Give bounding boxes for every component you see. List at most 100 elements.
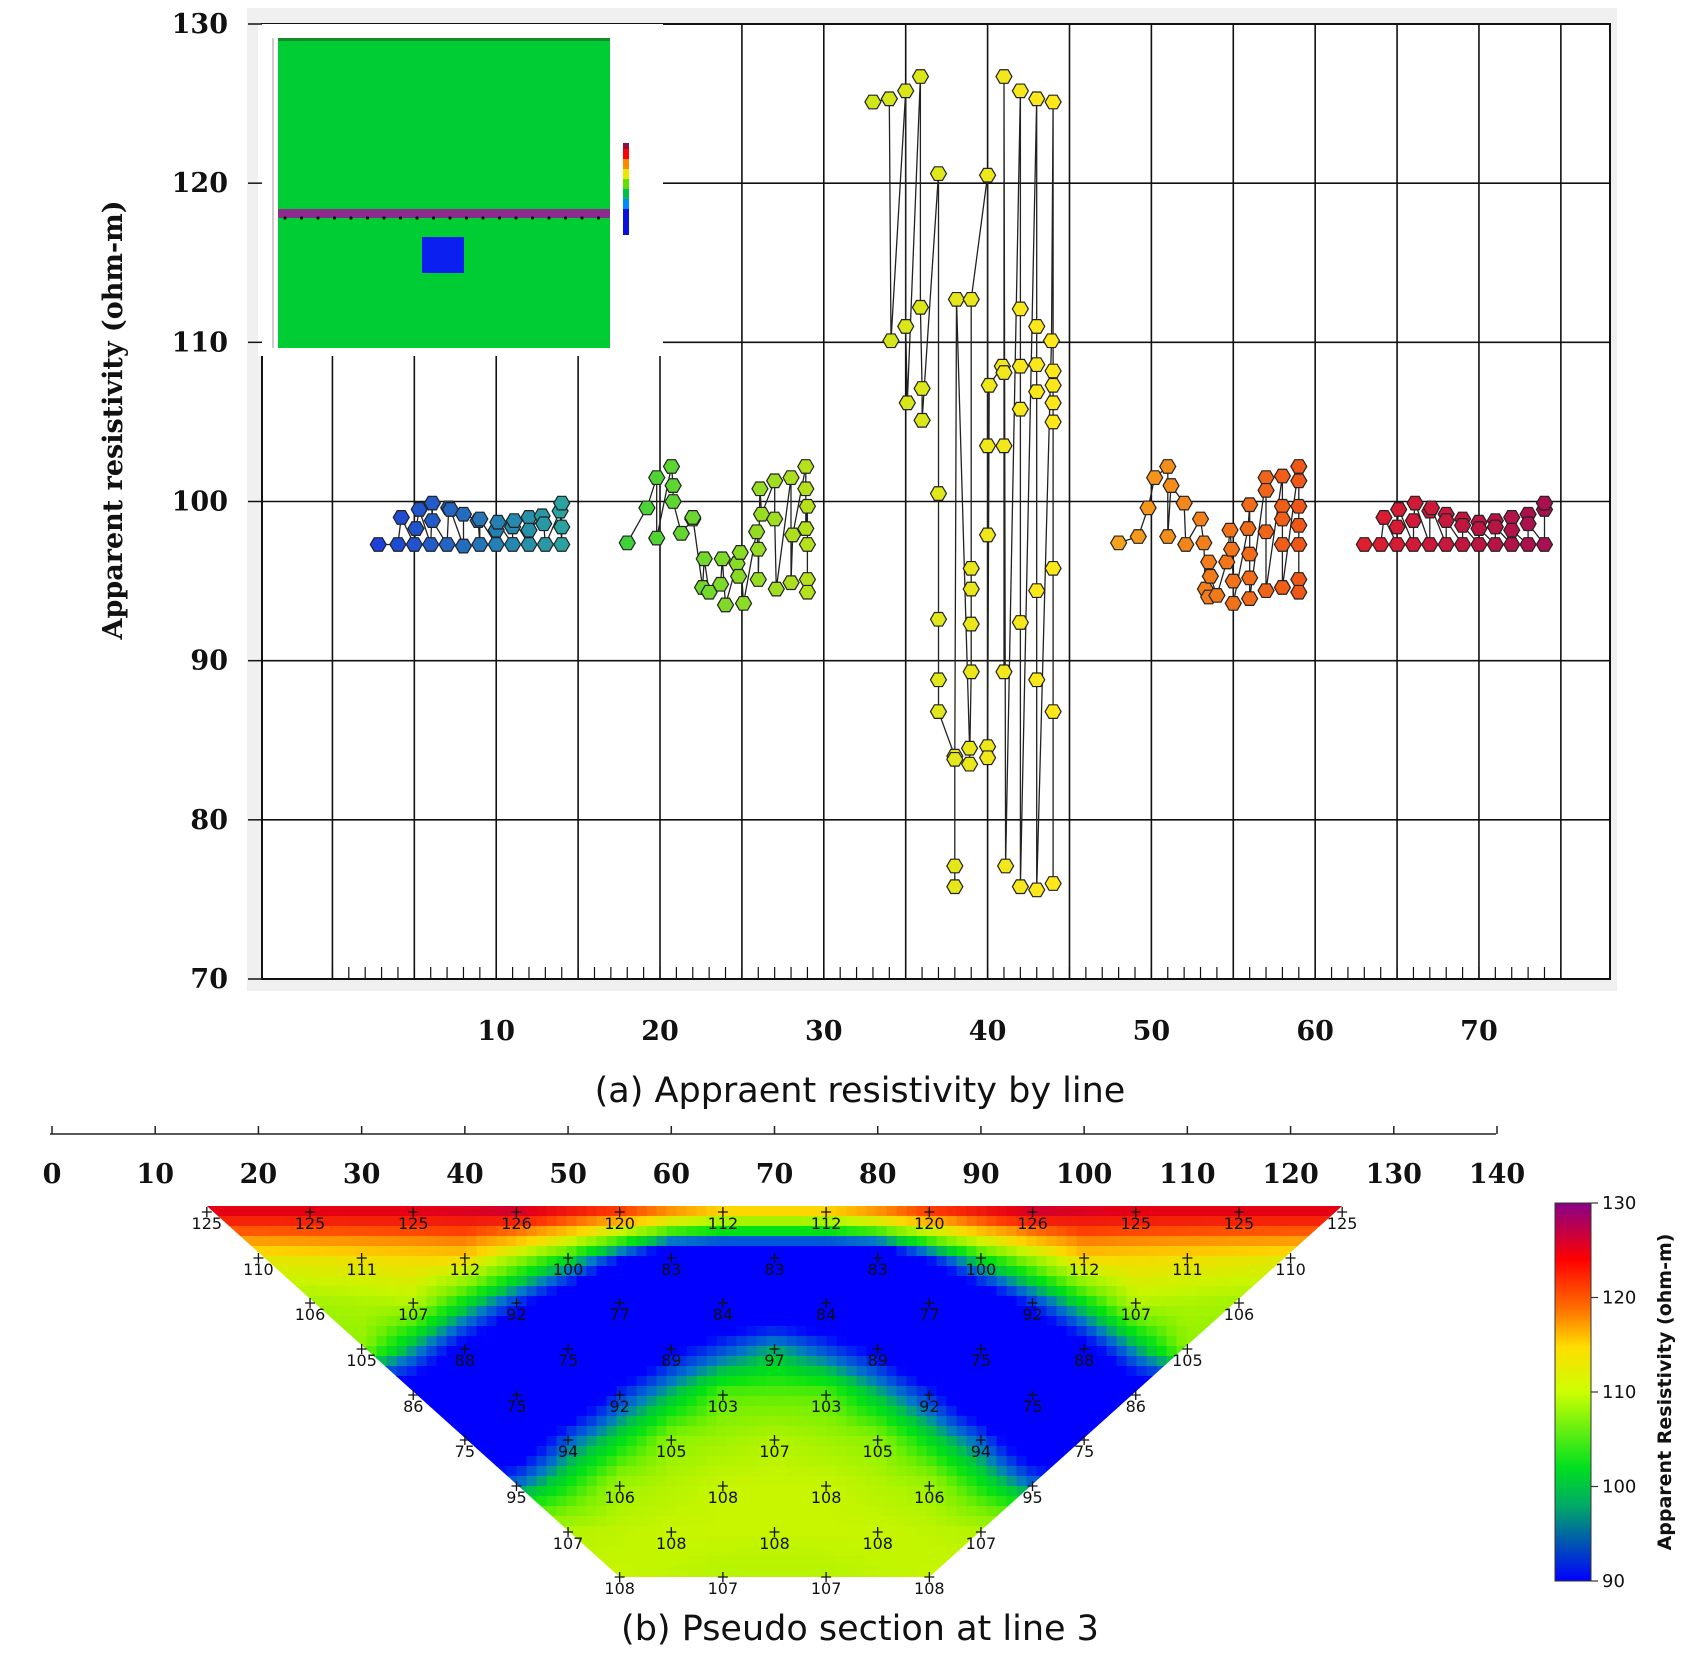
heat-cell bbox=[286, 1396, 298, 1407]
heat-cell bbox=[876, 1386, 888, 1397]
heat-cell bbox=[1276, 1246, 1288, 1257]
heat-cell bbox=[706, 1406, 718, 1417]
heat-cell bbox=[466, 1526, 478, 1537]
datum-marker bbox=[356, 1344, 367, 1354]
heat-cell bbox=[206, 1406, 218, 1417]
heat-cell bbox=[846, 1296, 858, 1307]
heat-cell bbox=[346, 1496, 358, 1507]
heat-cell bbox=[616, 1236, 628, 1247]
heat-cell bbox=[1196, 1526, 1208, 1537]
heat-cell bbox=[406, 1496, 418, 1507]
heat-cell bbox=[1276, 1226, 1288, 1237]
heat-cell bbox=[866, 1426, 878, 1437]
heat-cell bbox=[356, 1546, 368, 1557]
heat-cell bbox=[516, 1236, 528, 1247]
heat-cell bbox=[1296, 1316, 1308, 1327]
datum-marker bbox=[305, 1298, 316, 1308]
heat-cell bbox=[406, 1336, 418, 1347]
datum-marker bbox=[924, 1298, 935, 1308]
heat-cell bbox=[506, 1206, 518, 1217]
heat-cell bbox=[1216, 1576, 1228, 1577]
heat-cell bbox=[906, 1436, 918, 1447]
heat-cell bbox=[326, 1406, 338, 1417]
heat-cell bbox=[326, 1496, 338, 1507]
heat-cell bbox=[1056, 1226, 1068, 1237]
heat-cell bbox=[676, 1326, 688, 1337]
heat-cell bbox=[1226, 1526, 1238, 1537]
heat-cell bbox=[326, 1446, 338, 1457]
heat-cell bbox=[1256, 1216, 1268, 1227]
datum-marker bbox=[872, 1253, 883, 1263]
heat-cell bbox=[216, 1246, 228, 1257]
heat-cell bbox=[426, 1466, 438, 1477]
heat-cell bbox=[1106, 1296, 1118, 1307]
heat-cell bbox=[556, 1466, 568, 1477]
heat-cell bbox=[306, 1536, 318, 1547]
heat-cell bbox=[1156, 1266, 1168, 1277]
heat-cell bbox=[976, 1456, 988, 1467]
heat-cell bbox=[1306, 1516, 1318, 1527]
data-point bbox=[797, 459, 815, 474]
heat-cell bbox=[1256, 1326, 1268, 1337]
heat-cell bbox=[1006, 1526, 1018, 1537]
data-point bbox=[672, 525, 691, 541]
heat-cell bbox=[416, 1566, 428, 1577]
heat-cell bbox=[406, 1366, 418, 1377]
heat-cell bbox=[376, 1396, 388, 1407]
heat-cell bbox=[1066, 1246, 1078, 1257]
heat-cell bbox=[866, 1226, 878, 1237]
heat-cell bbox=[266, 1466, 278, 1477]
heat-cell bbox=[256, 1456, 268, 1467]
heat-cell bbox=[646, 1326, 658, 1337]
heat-cell bbox=[226, 1456, 238, 1467]
heat-cell bbox=[706, 1546, 718, 1557]
heat-cell bbox=[356, 1506, 368, 1517]
heat-cell bbox=[1046, 1426, 1058, 1437]
heat-cell bbox=[886, 1256, 898, 1267]
data-point bbox=[960, 740, 979, 756]
heat-cell bbox=[666, 1206, 678, 1217]
heat-cell bbox=[386, 1396, 398, 1407]
heat-cell bbox=[326, 1416, 338, 1427]
heat-cell bbox=[1136, 1336, 1148, 1347]
heat-cell bbox=[316, 1366, 328, 1377]
heat-cell bbox=[1016, 1226, 1028, 1237]
heat-cell bbox=[1086, 1566, 1098, 1577]
heat-cell bbox=[826, 1556, 838, 1567]
heat-cell bbox=[1156, 1276, 1168, 1287]
heat-cell bbox=[1066, 1306, 1078, 1317]
heat-cell bbox=[1256, 1446, 1268, 1457]
heat-cell bbox=[726, 1476, 738, 1487]
heat-cell bbox=[386, 1506, 398, 1517]
heat-cell bbox=[446, 1496, 458, 1507]
heat-cell bbox=[1236, 1516, 1248, 1527]
heat-cell bbox=[1076, 1536, 1088, 1547]
heat-cell bbox=[486, 1246, 498, 1257]
heat-cell bbox=[576, 1436, 588, 1447]
heat-cell bbox=[246, 1536, 258, 1547]
heat-cell bbox=[586, 1566, 598, 1577]
heat-cell bbox=[446, 1286, 458, 1297]
heat-cell bbox=[756, 1406, 768, 1417]
heat-cell bbox=[256, 1576, 268, 1577]
heat-cell bbox=[1347, 1496, 1358, 1507]
heat-cell bbox=[346, 1526, 358, 1537]
data-point bbox=[911, 69, 930, 84]
heat-cell bbox=[1116, 1386, 1128, 1397]
data-point bbox=[700, 584, 718, 600]
heat-cell bbox=[636, 1296, 648, 1307]
heat-cell bbox=[796, 1256, 808, 1267]
heat-cell bbox=[276, 1376, 288, 1387]
datum-marker bbox=[1130, 1207, 1141, 1217]
heat-cell bbox=[486, 1456, 498, 1467]
data-point bbox=[1437, 513, 1455, 529]
heat-cell bbox=[346, 1326, 358, 1337]
heat-cell bbox=[876, 1216, 888, 1227]
heat-cell bbox=[796, 1266, 808, 1277]
heat-cell bbox=[456, 1516, 468, 1527]
heat-cell bbox=[456, 1406, 468, 1417]
data-point bbox=[1290, 459, 1308, 474]
heat-cell bbox=[726, 1306, 738, 1317]
heat-cell bbox=[926, 1376, 938, 1387]
heat-cell bbox=[646, 1376, 658, 1387]
